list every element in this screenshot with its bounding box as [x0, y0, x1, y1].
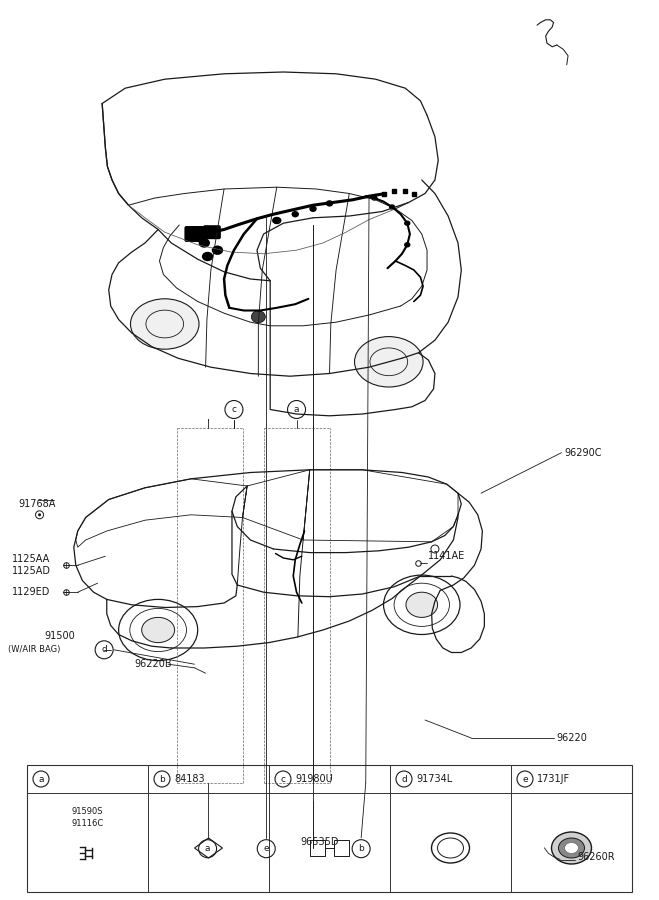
Ellipse shape [566, 844, 571, 848]
Ellipse shape [202, 253, 213, 260]
Ellipse shape [405, 243, 410, 247]
Ellipse shape [389, 205, 395, 209]
Text: e: e [264, 844, 269, 853]
Text: d: d [101, 645, 107, 654]
FancyBboxPatch shape [203, 225, 221, 239]
Ellipse shape [310, 206, 316, 211]
Text: 96535D: 96535D [301, 837, 339, 848]
Text: b: b [159, 775, 165, 784]
Ellipse shape [273, 218, 281, 223]
Text: 1125AA: 1125AA [12, 554, 50, 564]
Text: a: a [294, 405, 299, 414]
Ellipse shape [405, 221, 410, 225]
Ellipse shape [552, 832, 592, 864]
Text: 91116C: 91116C [71, 818, 103, 827]
Ellipse shape [326, 201, 333, 206]
Ellipse shape [130, 299, 199, 349]
Ellipse shape [558, 838, 585, 858]
Ellipse shape [292, 212, 299, 217]
Text: 91768A: 91768A [18, 499, 56, 509]
Text: a: a [38, 775, 43, 784]
Text: 1129ED: 1129ED [12, 587, 50, 598]
Ellipse shape [199, 239, 210, 247]
Text: 84183: 84183 [174, 774, 205, 784]
Text: 91980U: 91980U [295, 774, 333, 784]
Text: 96220: 96220 [556, 733, 587, 743]
Text: 1731JF: 1731JF [537, 774, 570, 784]
Text: 96260R: 96260R [577, 851, 615, 862]
FancyBboxPatch shape [185, 226, 204, 242]
Text: 91590S: 91590S [72, 806, 103, 815]
Circle shape [38, 513, 41, 517]
Ellipse shape [142, 617, 175, 643]
Text: 1141AE: 1141AE [428, 551, 466, 562]
Text: (W/AIR BAG): (W/AIR BAG) [8, 645, 60, 654]
Text: c: c [231, 405, 237, 414]
Text: c: c [281, 775, 285, 784]
Text: 91734L: 91734L [416, 774, 452, 784]
Ellipse shape [355, 337, 423, 387]
Ellipse shape [565, 842, 579, 853]
Ellipse shape [372, 196, 377, 200]
Ellipse shape [251, 310, 266, 323]
Bar [27, 765, 632, 892]
Text: e: e [522, 775, 528, 784]
Text: b: b [358, 844, 364, 853]
Text: d: d [401, 775, 407, 784]
Text: 96290C: 96290C [564, 447, 602, 458]
Ellipse shape [212, 247, 223, 254]
Text: a: a [205, 844, 210, 853]
Ellipse shape [438, 838, 463, 858]
Ellipse shape [406, 592, 438, 617]
Text: 1125AD: 1125AD [12, 566, 51, 577]
Text: 91500: 91500 [45, 631, 76, 642]
Text: 96220B: 96220B [134, 659, 172, 670]
